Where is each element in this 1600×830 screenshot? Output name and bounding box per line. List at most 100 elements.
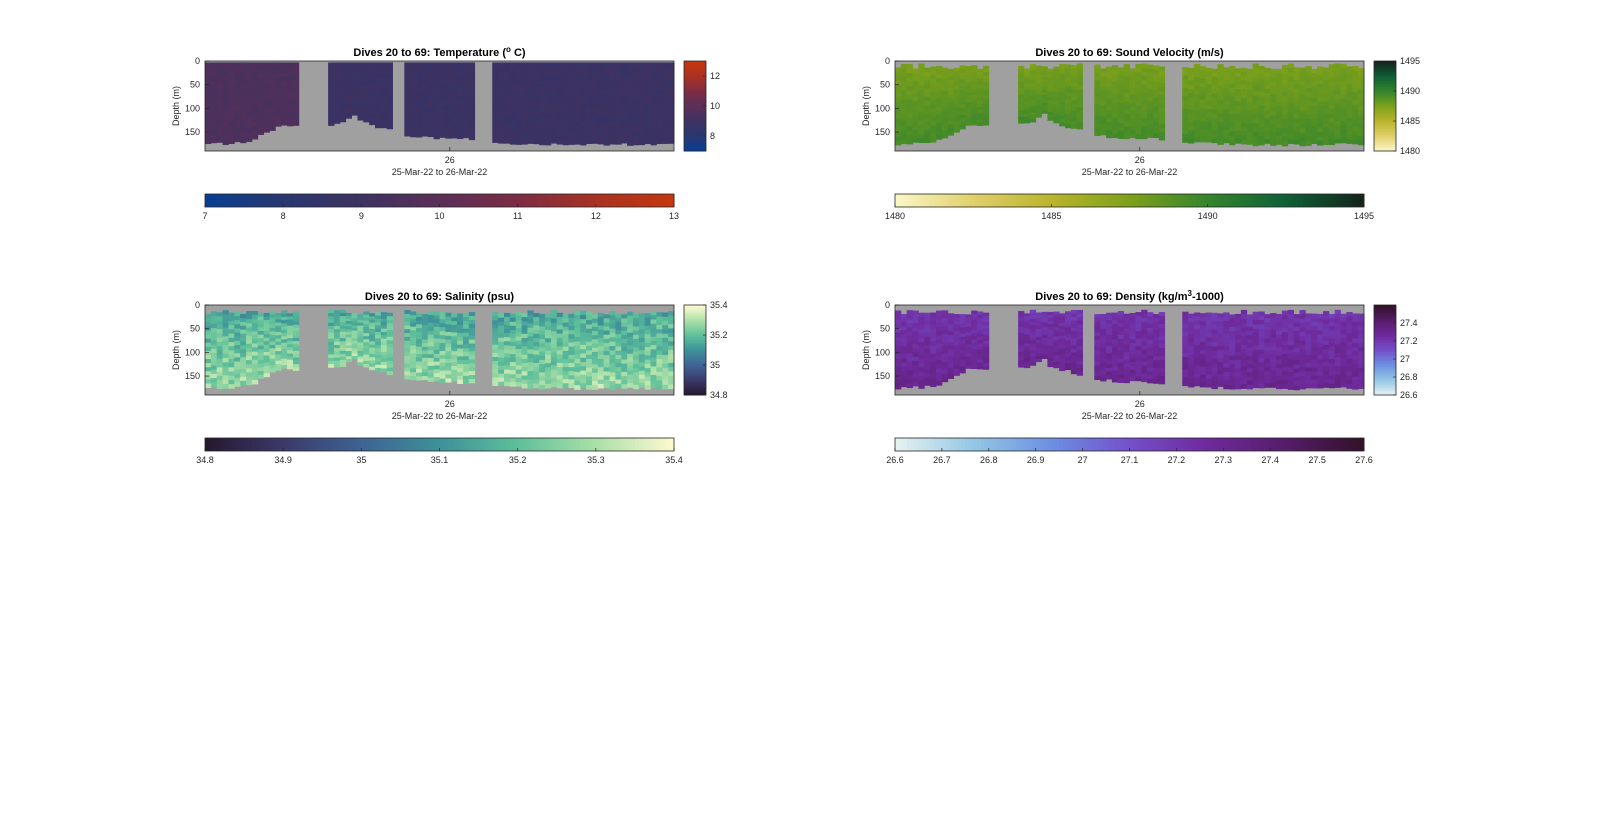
- heatmap-cell: [416, 368, 423, 373]
- side-colorbar-segment: [1374, 91, 1396, 93]
- heatmap-cell: [580, 344, 587, 350]
- heatmap-cell: [936, 118, 943, 124]
- heatmap-cell: [638, 358, 646, 363]
- side-colorbar-segment: [684, 393, 706, 396]
- heatmap-cell: [1029, 319, 1037, 323]
- heatmap-cell: [445, 359, 452, 364]
- heatmap-cell: [369, 357, 376, 361]
- heatmap-cell: [1065, 337, 1072, 341]
- heatmap-cell: [445, 312, 452, 317]
- heatmap-cell: [895, 114, 902, 120]
- heatmap-cell: [562, 131, 569, 137]
- heatmap-cell: [263, 101, 270, 106]
- heatmap-cell: [468, 88, 476, 93]
- heatmap-cell: [924, 125, 931, 131]
- heatmap-cell: [498, 337, 505, 343]
- heatmap-cell: [959, 86, 966, 91]
- heatmap-cell: [918, 72, 925, 77]
- heatmap-cell: [228, 346, 235, 351]
- heatmap-cell: [644, 80, 651, 86]
- heatmap-cell: [900, 86, 908, 91]
- heatmap-cell: [650, 315, 657, 320]
- heatmap-cell: [977, 103, 984, 108]
- heatmap-cell: [328, 309, 335, 314]
- heatmap-cell: [539, 380, 546, 386]
- heatmap-cell: [895, 327, 902, 333]
- heatmap-cell: [533, 321, 540, 326]
- heatmap-cell: [281, 361, 288, 366]
- heatmap-cell: [632, 62, 640, 68]
- heatmap-cell: [1217, 135, 1224, 141]
- heatmap-cell: [941, 326, 949, 331]
- heatmap-cell: [539, 351, 546, 357]
- heatmap-cell: [1287, 103, 1295, 109]
- heatmap-cell: [580, 99, 587, 105]
- heatmap-cell: [1111, 331, 1119, 337]
- heatmap-cell: [416, 116, 423, 121]
- bottom-colorbar-segment: [439, 438, 444, 451]
- heatmap-cell: [1211, 81, 1218, 86]
- heatmap-cell: [216, 312, 223, 317]
- heatmap-cell: [621, 107, 628, 113]
- heatmap-cell: [1328, 64, 1336, 70]
- heatmap-cell: [421, 91, 429, 96]
- heatmap-cell: [234, 71, 241, 77]
- heatmap-cell: [1317, 123, 1324, 129]
- heatmap-cell: [895, 67, 902, 73]
- heatmap-cell: [533, 362, 540, 368]
- heatmap-cell: [977, 337, 984, 341]
- bottom-colorbar-segment: [552, 438, 558, 451]
- heatmap-cell: [1041, 314, 1048, 318]
- heatmap-cell: [1047, 106, 1054, 110]
- bottom-colorbar-segment: [898, 194, 904, 207]
- heatmap-cell: [918, 102, 925, 108]
- heatmap-cell: [1305, 74, 1312, 80]
- heatmap-cell: [1111, 320, 1119, 325]
- heatmap-cell: [1018, 107, 1025, 111]
- heatmap-cell: [1211, 72, 1218, 78]
- heatmap-cell: [210, 98, 218, 104]
- heatmap-cell: [621, 102, 628, 108]
- heatmap-cell: [246, 75, 253, 81]
- heatmap-cell: [924, 134, 931, 139]
- heatmap-cell: [668, 116, 675, 122]
- heatmap-cell: [404, 313, 411, 319]
- heatmap-cell: [574, 328, 581, 334]
- side-colorbar-segment: [684, 121, 706, 123]
- bottom-colorbar-segment: [646, 194, 652, 207]
- heatmap-cell: [1147, 84, 1154, 90]
- heatmap-cell: [953, 351, 960, 356]
- heatmap-cell: [550, 322, 558, 328]
- heatmap-cell: [1018, 65, 1025, 70]
- heatmap-cell: [234, 75, 241, 81]
- chart-title: Dives 20 to 69: Density (kg/m3-1000): [1035, 289, 1224, 303]
- heatmap-cell: [1322, 101, 1330, 107]
- heatmap-cell: [234, 110, 241, 116]
- heatmap-cell: [1094, 107, 1101, 113]
- heatmap-cell: [1340, 112, 1347, 117]
- bottom-colorbar-segment: [1121, 194, 1127, 207]
- heatmap-cell: [971, 71, 978, 76]
- heatmap-cell: [1117, 95, 1125, 100]
- heatmap-cell: [638, 131, 646, 136]
- heatmap-cell: [1217, 82, 1224, 87]
- heatmap-cell: [339, 75, 347, 80]
- heatmap-cell: [603, 99, 610, 105]
- heatmap-cell: [345, 359, 352, 363]
- heatmap-cell: [621, 371, 628, 377]
- side-colorbar-segment: [684, 309, 706, 312]
- heatmap-cell: [597, 80, 605, 86]
- heatmap-cell: [621, 334, 628, 340]
- bottom-colorbar-segment: [224, 438, 229, 451]
- heatmap-cell: [644, 71, 651, 77]
- heatmap-cell: [533, 130, 540, 136]
- heatmap-cell: [912, 105, 919, 110]
- heatmap-cell: [1299, 76, 1306, 82]
- heatmap-cell: [1147, 121, 1154, 126]
- heatmap-cell: [527, 129, 534, 135]
- heatmap-cell: [521, 94, 528, 100]
- heatmap-cell: [275, 367, 282, 371]
- heatmap-cell: [1100, 75, 1107, 80]
- heatmap-cell: [345, 353, 352, 357]
- heatmap-cell: [451, 100, 458, 105]
